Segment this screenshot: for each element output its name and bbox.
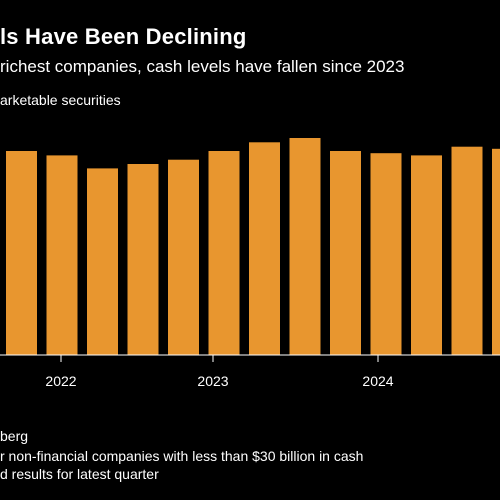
footnote-1: r non-financial companies with less than… bbox=[0, 448, 364, 464]
bar-13 bbox=[492, 148, 500, 355]
chart-subtitle: richest companies, cash levels have fall… bbox=[0, 57, 405, 76]
x-tick-label-2023: 2023 bbox=[197, 373, 228, 389]
bar-group bbox=[6, 138, 500, 355]
bar-9 bbox=[330, 151, 361, 355]
bar-10 bbox=[370, 153, 402, 355]
bar-12 bbox=[451, 146, 483, 355]
bar-1 bbox=[6, 151, 37, 355]
x-tick-labels: 2022 2023 2024 bbox=[45, 355, 394, 389]
bar-7 bbox=[249, 142, 280, 355]
bar-3 bbox=[87, 168, 118, 355]
bar-4 bbox=[127, 164, 159, 355]
bar-6 bbox=[208, 151, 240, 355]
x-tick-label-2022: 2022 bbox=[45, 373, 76, 389]
chart-unit-label: arketable securities bbox=[0, 92, 121, 108]
chart-title: ls Have Been Declining bbox=[0, 24, 247, 49]
bar-2 bbox=[46, 155, 78, 355]
footnote-2: d results for latest quarter bbox=[0, 466, 159, 482]
source-note: berg bbox=[0, 428, 29, 444]
bar-11 bbox=[411, 155, 442, 355]
bar-chart: 2022 2023 2024 bbox=[0, 138, 500, 389]
bar-8 bbox=[289, 138, 321, 355]
x-tick-label-2024: 2024 bbox=[362, 373, 393, 389]
bar-5 bbox=[168, 159, 199, 355]
